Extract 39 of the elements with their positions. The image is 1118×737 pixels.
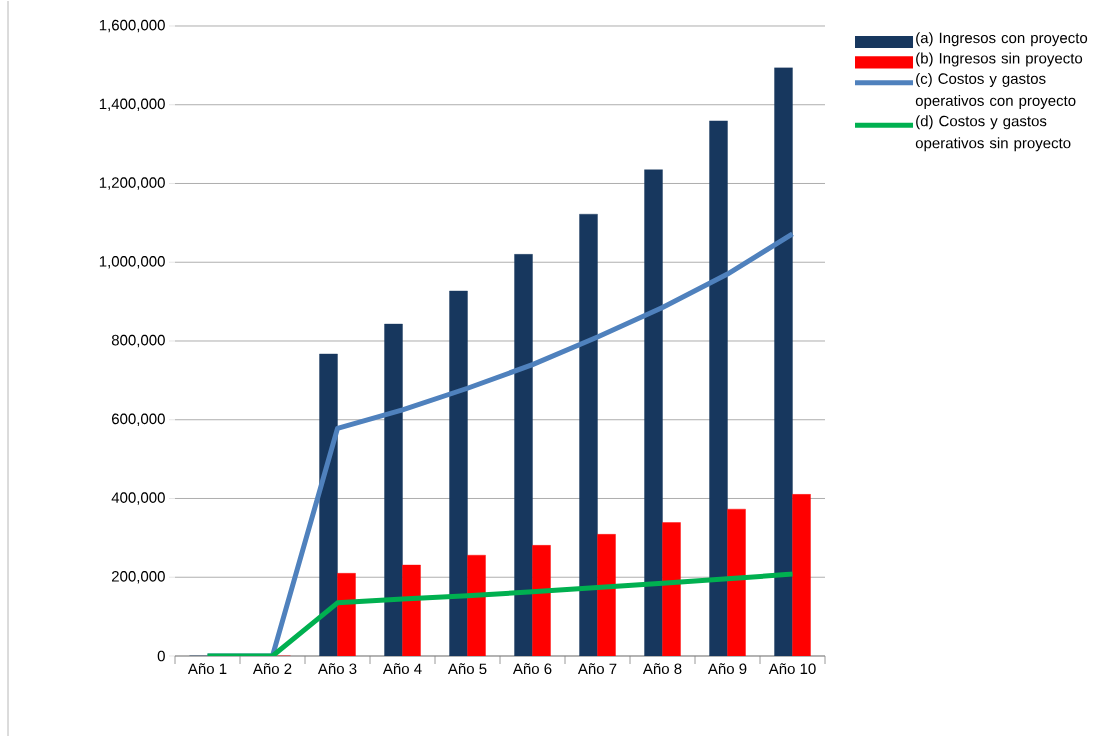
- y-tick-label: 1,200,000: [99, 177, 165, 190]
- x-tick-label: Año 2: [252, 663, 292, 675]
- x-tick-label: Año 6: [512, 663, 552, 675]
- y-tick-label: 0: [157, 650, 165, 662]
- y-tick-label: 1,600,000: [99, 19, 165, 33]
- x-tick-label: Año 1: [187, 663, 227, 675]
- bar: [532, 545, 551, 656]
- x-tick-label: Año 3: [317, 663, 357, 675]
- legend-label: (b) Ingresos sin proyecto: [916, 52, 1083, 67]
- bar: [449, 290, 468, 656]
- bar: [662, 522, 681, 656]
- bar: [597, 534, 616, 656]
- bar: [402, 564, 421, 656]
- bar: [514, 254, 533, 656]
- x-tick-label: Año 9: [707, 663, 747, 675]
- bar: [467, 555, 486, 656]
- y-tick-label: 800,000: [111, 334, 165, 348]
- legend-label: (c) Costos y gastos operativos con proyecto: [915, 72, 1076, 109]
- legend-label: (d) Costos y gastos operativos sin proyecto: [915, 115, 1071, 152]
- x-tick-label: Año 8: [642, 663, 682, 675]
- bar: [384, 323, 403, 656]
- bar: [709, 120, 728, 656]
- bar: [727, 508, 746, 656]
- x-tick-label: Año 5: [447, 663, 487, 675]
- x-tick-label: Año 10: [768, 663, 816, 675]
- bar: [792, 493, 811, 656]
- bar: [644, 169, 663, 656]
- x-tick-label: Año 7: [577, 663, 617, 675]
- bar: [774, 67, 793, 656]
- bar: [579, 214, 598, 656]
- bar: [319, 353, 338, 656]
- y-tick-label: 1,400,000: [99, 98, 165, 111]
- y-tick-label: 1,000,000: [99, 256, 165, 269]
- y-tick-label: 200,000: [112, 571, 165, 584]
- x-tick-label: Año 4: [382, 663, 422, 675]
- legend-label: (a) Ingresos con proyecto: [916, 32, 1088, 47]
- y-tick-label: 400,000: [111, 492, 165, 505]
- y-tick-label: 600,000: [112, 413, 165, 426]
- bar: [337, 573, 356, 656]
